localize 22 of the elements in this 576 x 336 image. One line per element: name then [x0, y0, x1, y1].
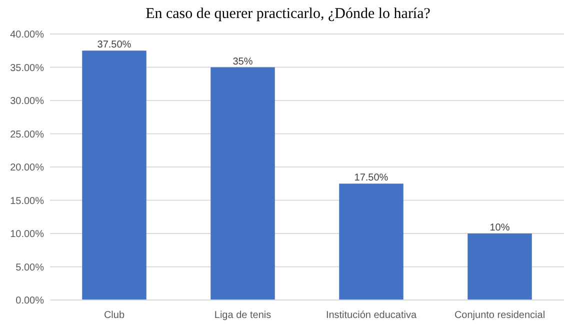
y-tick-label: 35.00% [10, 62, 44, 74]
bar [82, 50, 146, 300]
chart-title: En caso de querer practicarlo, ¿Dónde lo haría? [146, 6, 431, 22]
bar [339, 184, 404, 300]
bar [468, 234, 532, 300]
data-label: 10% [490, 222, 510, 234]
bar [210, 67, 275, 300]
y-tick-label: 40.00% [10, 30, 44, 40]
y-tick-label: 25.00% [10, 129, 44, 140]
y-tick-label: 10.00% [10, 229, 44, 240]
data-label: 17.50% [354, 172, 388, 184]
y-tick-label: 20.00% [10, 162, 44, 174]
data-label: 37.50% [97, 40, 132, 51]
x-tick-label: Liga de tenis [214, 310, 272, 321]
x-tick-label: Conjunto residencial [454, 310, 546, 321]
data-label: 35% [232, 56, 253, 68]
y-tick-label: 15.00% [10, 196, 44, 207]
x-tick-label: Club [104, 310, 125, 321]
y-tick-label: 30.00% [10, 96, 44, 107]
y-tick-label: 5.00% [16, 262, 44, 274]
y-tick-label: 0.00% [16, 296, 44, 306]
x-tick-label: Institución educativa [326, 310, 417, 321]
